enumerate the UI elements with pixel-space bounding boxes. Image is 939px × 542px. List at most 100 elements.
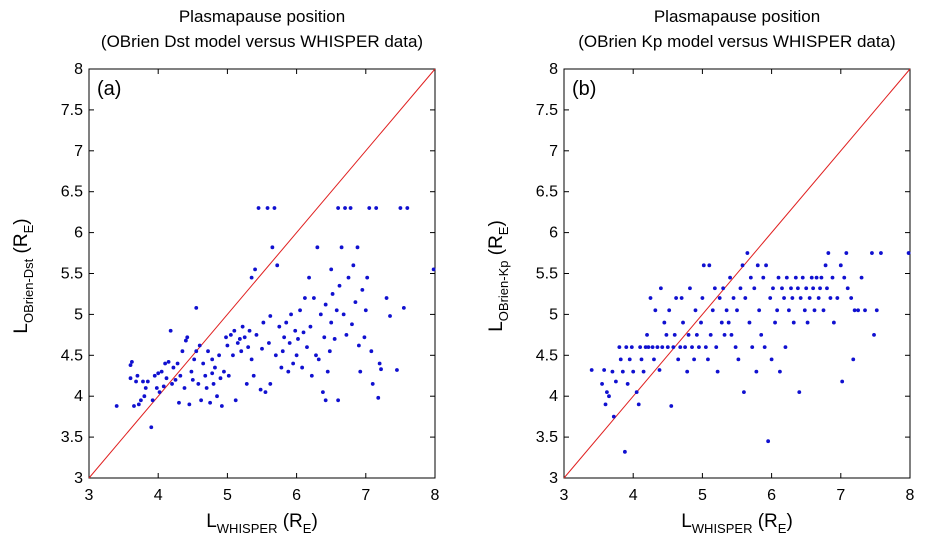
data-point [790, 296, 795, 300]
y-tick-label: 7 [74, 143, 83, 160]
data-point [142, 394, 147, 399]
data-point [863, 308, 867, 313]
data-point [752, 286, 757, 291]
data-point [360, 287, 365, 292]
data-point [818, 286, 822, 291]
data-point [308, 324, 313, 329]
data-point [377, 361, 382, 366]
data-point [208, 400, 213, 405]
chart-title-line1: Plasmapause position [654, 7, 820, 26]
x-axis-label-sub: WHISPER [217, 521, 278, 536]
data-point [701, 263, 706, 268]
data-point [769, 357, 774, 362]
data-point [168, 328, 173, 333]
data-point [351, 263, 356, 268]
data-point [660, 345, 665, 350]
data-point [778, 369, 782, 374]
data-point [797, 390, 802, 395]
data-point [831, 320, 836, 325]
data-point [757, 308, 762, 313]
data-point [204, 386, 209, 390]
data-point [235, 341, 240, 345]
data-point [253, 267, 257, 272]
data-point [256, 206, 261, 210]
data-point [203, 373, 208, 378]
x-tick-label: 8 [906, 487, 915, 504]
data-point [748, 275, 753, 280]
data-point [369, 349, 374, 354]
data-point [821, 308, 826, 313]
data-point [293, 328, 298, 333]
data-point [849, 296, 854, 300]
data-point [187, 402, 192, 407]
data-point [128, 363, 133, 368]
data-point [301, 330, 306, 335]
data-point [258, 387, 263, 392]
data-point [610, 369, 615, 374]
data-point [329, 320, 334, 325]
data-point [844, 251, 849, 255]
data-point [265, 206, 270, 210]
data-point [356, 343, 361, 348]
data-point [189, 369, 194, 374]
data-point [287, 341, 292, 345]
data-point [784, 275, 789, 280]
data-point [329, 267, 334, 272]
data-point [795, 286, 800, 291]
panel-label: (b) [572, 78, 596, 100]
x-tick-label: 6 [767, 487, 776, 504]
data-point [242, 335, 247, 340]
data-point [277, 324, 282, 329]
data-point [367, 206, 372, 210]
data-point [384, 296, 389, 300]
y-axis-label-unit-sub: E [21, 224, 36, 233]
data-point [622, 449, 627, 454]
data-point [157, 390, 162, 395]
data-point [605, 390, 609, 395]
data-point [714, 345, 719, 350]
data-point [289, 312, 293, 317]
y-tick-label: 3.5 [536, 429, 558, 446]
data-point [685, 369, 690, 374]
data-point [653, 308, 658, 313]
data-point [717, 296, 722, 300]
data-point [639, 357, 644, 362]
y-axis-label-sub: OBrien-Kp [496, 261, 511, 322]
y-tick-label: 7 [549, 143, 558, 160]
data-point [323, 398, 328, 403]
data-point [634, 390, 639, 395]
data-point [330, 292, 335, 296]
data-point [629, 345, 634, 350]
x-tick-label: 5 [698, 487, 707, 504]
data-point [315, 245, 320, 250]
data-point [816, 296, 821, 300]
data-point [729, 332, 734, 337]
data-point [300, 365, 305, 370]
data-point [811, 286, 816, 291]
data-point [798, 296, 803, 300]
data-point [388, 314, 392, 318]
data-point [618, 357, 623, 362]
data-point [872, 332, 876, 337]
data-point [263, 390, 268, 395]
data-point [141, 379, 145, 384]
data-point [764, 263, 768, 268]
y-tick-label: 8 [549, 61, 558, 78]
data-point [280, 349, 285, 354]
y-tick-label: 8 [74, 61, 83, 78]
data-point [825, 286, 829, 291]
data-point [346, 275, 351, 280]
data-point [273, 353, 278, 358]
data-point [650, 345, 655, 350]
data-point [374, 206, 379, 210]
data-point [814, 275, 819, 280]
data-point [249, 357, 254, 362]
data-point [210, 357, 215, 362]
data-point [135, 373, 140, 378]
data-point [636, 402, 641, 407]
data-point [228, 332, 233, 337]
panel-a: Plasmapause position (OBrien Dst model v… [11, 7, 440, 536]
data-point [870, 251, 874, 255]
data-point [611, 414, 616, 419]
data-point [339, 245, 344, 250]
